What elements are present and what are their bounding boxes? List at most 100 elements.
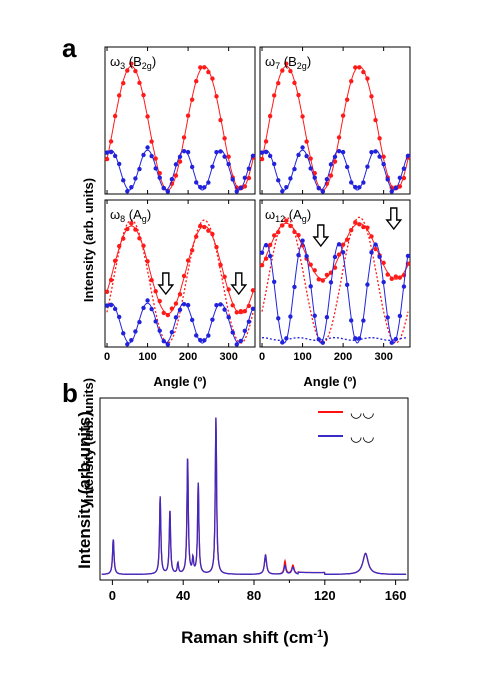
red-data-point (234, 310, 239, 315)
down-arrow-icon (385, 207, 403, 231)
blue-data-point (169, 329, 175, 335)
red-data-point (316, 277, 321, 282)
blue-data-point (165, 342, 171, 347)
blue-data-point (344, 282, 350, 288)
blue-data-point (336, 242, 342, 247)
blue-data-point (385, 315, 390, 320)
blue-data-point (357, 185, 362, 190)
blue-data-point (332, 254, 338, 260)
blue-data-point (271, 161, 277, 167)
red-data-point (332, 159, 338, 164)
blue-data-point (141, 305, 146, 311)
blue-data-point (145, 298, 150, 303)
red-data-point (280, 223, 285, 228)
blue-data-point (353, 336, 358, 341)
red-data-point (149, 277, 154, 283)
red-data-point (121, 236, 126, 241)
panel-a-subplots: ω3 (B2g) ω7 (B2g) 0 100 200 300 ω8 (Ag) 0 100 200… (104, 46, 411, 363)
blue-data-point (246, 166, 252, 171)
red-data-point (324, 272, 330, 278)
blue-data-point (157, 175, 162, 180)
red-data-point (336, 252, 342, 257)
red-data-point (185, 258, 191, 263)
red-data-point (288, 68, 293, 74)
red-data-point (202, 224, 207, 230)
blue-data-point (218, 302, 223, 307)
blue-data-point (181, 148, 187, 154)
red-data-point (357, 222, 362, 227)
blue-data-point (385, 177, 390, 182)
blue-data-point (173, 162, 179, 167)
blue-data-point (304, 253, 309, 259)
red-fit-curve (106, 225, 254, 315)
red-data-point (108, 139, 114, 144)
red-data-point (332, 265, 338, 270)
x-tick-label: 200 (334, 351, 352, 363)
blue-data-point (189, 317, 195, 323)
blue-data-point (185, 149, 191, 155)
panel-b-x-title: Raman shift (cm-1) (181, 628, 329, 647)
blue-data-point (263, 149, 269, 155)
red-data-point (214, 94, 219, 99)
blue-data-point (340, 250, 346, 255)
red-data-point (385, 272, 390, 277)
red-data-point (292, 80, 297, 86)
blue-data-point (202, 338, 207, 343)
blue-data-point (365, 282, 370, 287)
red-data-point (104, 289, 110, 294)
blue-data-point (361, 318, 366, 323)
red-data-point (381, 260, 386, 266)
blue-data-point (222, 154, 227, 159)
blue-data-point (161, 338, 166, 344)
blue-data-point (361, 180, 366, 185)
blue-data-point (405, 253, 411, 259)
blue-data-point (349, 318, 354, 323)
red-data-point (149, 139, 154, 144)
blue-data-point (340, 149, 346, 155)
red-data-point (194, 78, 199, 84)
red-data-point (226, 154, 231, 159)
red-data-point (308, 262, 313, 267)
blue-data-point (300, 145, 305, 150)
blue-data-point (185, 302, 191, 308)
red-data-point (161, 310, 166, 316)
blue-data-point (401, 284, 407, 289)
red-data-point (292, 229, 297, 235)
blue-spectrum-line (101, 417, 407, 575)
x-tick-label: 0 (259, 351, 265, 363)
red-data-point (222, 136, 227, 141)
blue-data-point (250, 153, 256, 158)
red-data-point (389, 276, 394, 281)
red-data-point (336, 135, 342, 140)
blue-data-point (288, 176, 293, 181)
blue-data-point (210, 164, 215, 169)
blue-data-point (373, 242, 378, 247)
subplot-frame (104, 46, 256, 195)
red-data-point (206, 228, 211, 233)
red-data-point (284, 61, 289, 66)
blue-data-point (238, 185, 244, 191)
blue-data-point (104, 150, 110, 155)
red-data-point (198, 65, 203, 70)
red-data-point (153, 289, 158, 294)
blue-data-point (259, 250, 265, 255)
blue-data-point (288, 314, 293, 319)
blue-data-point (246, 319, 252, 324)
blue-data-point (149, 153, 154, 159)
blue-data-point (296, 152, 301, 158)
blue-data-point (381, 279, 386, 285)
red-data-point (137, 236, 142, 241)
red-data-point (177, 159, 183, 164)
blue-data-point (397, 175, 403, 181)
red-data-point (259, 262, 265, 268)
red-data-point (250, 288, 256, 293)
blue-data-point (401, 166, 407, 171)
red-data-point (353, 220, 358, 225)
red-data-point (133, 68, 138, 74)
blue-data-point (129, 337, 134, 343)
red-fit-curve (261, 222, 409, 280)
panel-a-y-title-upper: Intensity (arb. units) (81, 178, 96, 302)
red-data-point (181, 273, 187, 279)
blue-data-point (280, 340, 285, 345)
red-data-point (125, 68, 130, 73)
